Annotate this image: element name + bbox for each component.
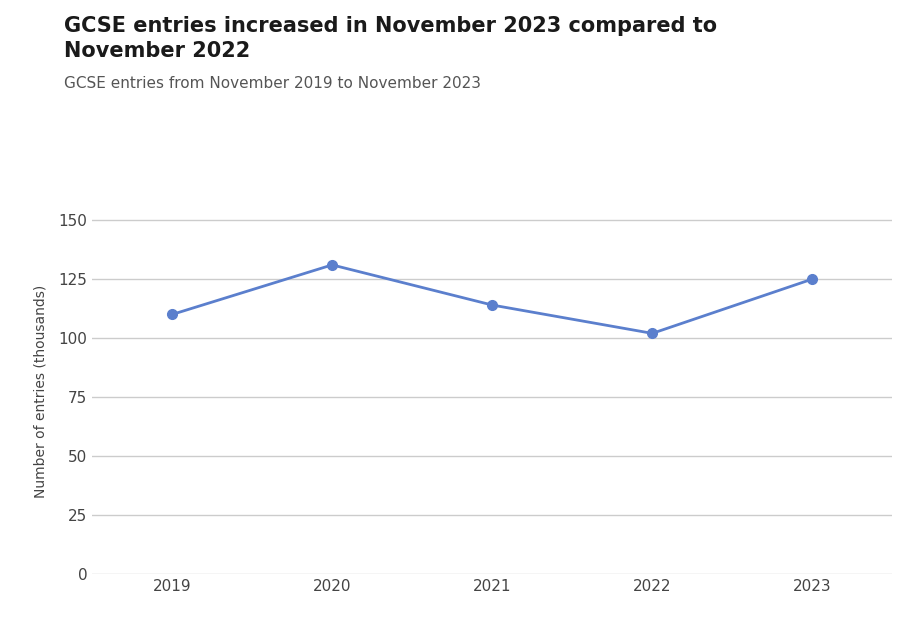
Text: November 2022: November 2022: [64, 41, 250, 61]
Text: GCSE entries increased in November 2023 compared to: GCSE entries increased in November 2023 …: [64, 16, 717, 36]
Y-axis label: Number of entries (thousands): Number of entries (thousands): [33, 285, 47, 498]
Text: GCSE entries from November 2019 to November 2023: GCSE entries from November 2019 to Novem…: [64, 76, 481, 91]
